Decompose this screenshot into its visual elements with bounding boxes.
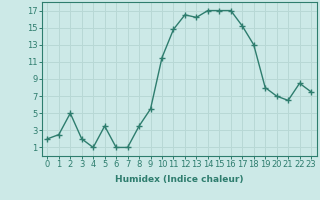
X-axis label: Humidex (Indice chaleur): Humidex (Indice chaleur) — [115, 175, 244, 184]
